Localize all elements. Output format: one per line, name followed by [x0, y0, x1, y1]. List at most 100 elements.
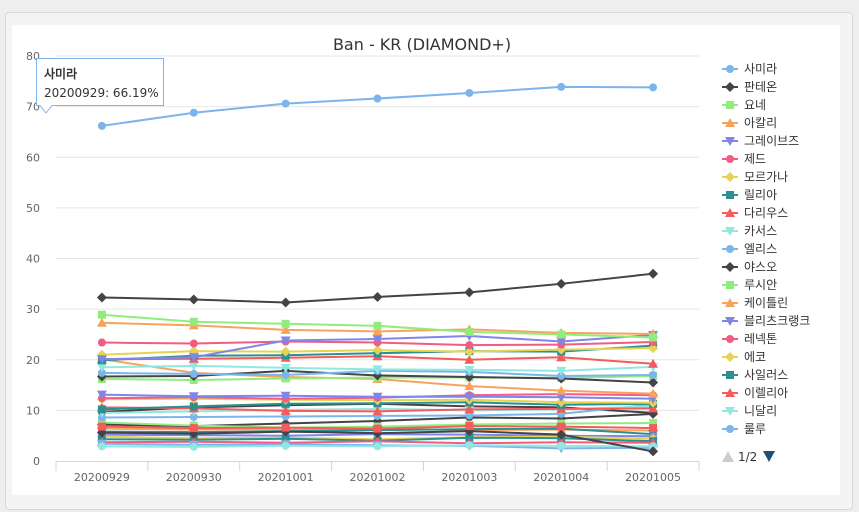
data-point[interactable] — [189, 424, 198, 433]
legend-marker[interactable] — [726, 65, 734, 73]
data-point[interactable] — [189, 317, 198, 326]
data-point[interactable] — [464, 354, 475, 364]
data-point[interactable] — [464, 404, 475, 414]
legend-marker[interactable] — [725, 118, 735, 127]
data-point[interactable] — [373, 321, 382, 330]
legend-marker[interactable] — [725, 137, 735, 146]
data-point[interactable] — [97, 405, 106, 414]
legend-marker[interactable] — [726, 371, 734, 379]
data-point[interactable] — [372, 392, 383, 402]
legend-item[interactable]: 사미라 — [722, 62, 777, 76]
data-point[interactable] — [373, 424, 382, 433]
data-point[interactable] — [281, 441, 290, 450]
data-point[interactable] — [189, 442, 198, 451]
legend-item[interactable]: 엘리스 — [722, 242, 777, 256]
legend-item[interactable]: 릴리아 — [722, 188, 777, 202]
data-point[interactable] — [188, 392, 199, 402]
data-point[interactable] — [465, 441, 474, 450]
data-point[interactable] — [188, 361, 199, 371]
data-point[interactable] — [557, 330, 566, 339]
legend-item[interactable]: 다리우스 — [722, 206, 788, 220]
data-point[interactable] — [96, 317, 107, 327]
data-point[interactable] — [465, 422, 474, 431]
legend-item[interactable]: 카서스 — [722, 224, 777, 238]
data-point[interactable] — [648, 377, 659, 388]
data-point[interactable] — [464, 392, 475, 402]
data-point[interactable] — [648, 446, 659, 457]
data-point[interactable] — [372, 334, 383, 344]
data-point[interactable] — [648, 343, 659, 354]
data-point[interactable] — [280, 297, 291, 308]
legend-item[interactable]: 니달리 — [722, 404, 777, 418]
data-point[interactable] — [465, 341, 474, 350]
data-point[interactable] — [189, 369, 198, 378]
data-point[interactable] — [188, 294, 199, 305]
data-point[interactable] — [281, 99, 290, 108]
legend-marker[interactable] — [725, 172, 735, 182]
data-point[interactable] — [96, 355, 107, 365]
data-point[interactable] — [556, 397, 567, 408]
data-point[interactable] — [373, 94, 382, 103]
data-point[interactable] — [188, 353, 199, 363]
data-point[interactable] — [372, 326, 383, 336]
legend-item[interactable]: 그레이브즈 — [722, 134, 799, 148]
pager-down-icon[interactable] — [763, 451, 775, 462]
data-point[interactable] — [649, 442, 658, 451]
legend-item[interactable]: 아칼리 — [722, 116, 777, 130]
pager-up-icon[interactable] — [722, 451, 734, 462]
legend-item[interactable]: 요네 — [722, 98, 766, 112]
legend-marker[interactable] — [725, 407, 735, 416]
data-point[interactable] — [557, 441, 566, 450]
legend-item[interactable]: 야스오 — [722, 260, 777, 274]
data-point[interactable] — [649, 83, 658, 92]
data-point[interactable] — [372, 365, 383, 375]
legend-item[interactable]: 케이틀린 — [722, 296, 788, 310]
legend-marker[interactable] — [725, 208, 735, 217]
data-point[interactable] — [280, 324, 291, 334]
data-point[interactable] — [648, 403, 659, 413]
legend-item[interactable]: 이렐리아 — [722, 386, 788, 400]
data-point[interactable] — [281, 319, 290, 328]
data-point[interactable] — [556, 352, 567, 362]
data-point[interactable] — [189, 339, 198, 348]
data-point[interactable] — [280, 405, 291, 415]
legend-marker[interactable] — [725, 82, 735, 92]
data-point[interactable] — [648, 388, 659, 398]
legend-marker[interactable] — [726, 155, 734, 163]
data-point[interactable] — [281, 423, 290, 432]
data-point[interactable] — [465, 327, 474, 336]
legend-marker[interactable] — [725, 352, 735, 362]
data-point[interactable] — [96, 292, 107, 303]
data-point[interactable] — [464, 346, 475, 357]
data-point[interactable] — [97, 368, 106, 377]
legend-marker[interactable] — [726, 425, 734, 433]
data-point[interactable] — [557, 422, 566, 431]
legend-marker[interactable] — [725, 227, 735, 236]
data-point[interactable] — [96, 363, 107, 373]
data-point[interactable] — [280, 363, 291, 373]
data-point[interactable] — [464, 287, 475, 298]
data-point[interactable] — [649, 333, 658, 342]
data-point[interactable] — [465, 433, 474, 442]
legend-marker[interactable] — [726, 335, 734, 343]
data-point[interactable] — [648, 268, 659, 279]
legend-marker[interactable] — [725, 262, 735, 272]
legend-marker[interactable] — [725, 298, 735, 307]
data-point[interactable] — [465, 88, 474, 97]
legend-marker[interactable] — [726, 101, 734, 109]
data-point[interactable] — [97, 121, 106, 130]
data-point[interactable] — [465, 411, 474, 420]
data-point[interactable] — [372, 406, 383, 416]
data-point[interactable] — [280, 336, 291, 346]
legend-item[interactable]: 모르가나 — [722, 170, 788, 184]
data-point[interactable] — [556, 393, 567, 403]
data-point[interactable] — [557, 82, 566, 91]
legend-item[interactable]: 룰루 — [722, 422, 766, 436]
legend-item[interactable]: 루시안 — [722, 278, 777, 292]
data-point[interactable] — [373, 442, 382, 451]
data-point[interactable] — [556, 385, 567, 395]
data-point[interactable] — [556, 278, 567, 289]
data-point[interactable] — [97, 338, 106, 347]
legend-item[interactable]: 블리츠크랭크 — [722, 314, 810, 328]
data-point[interactable] — [649, 370, 658, 379]
